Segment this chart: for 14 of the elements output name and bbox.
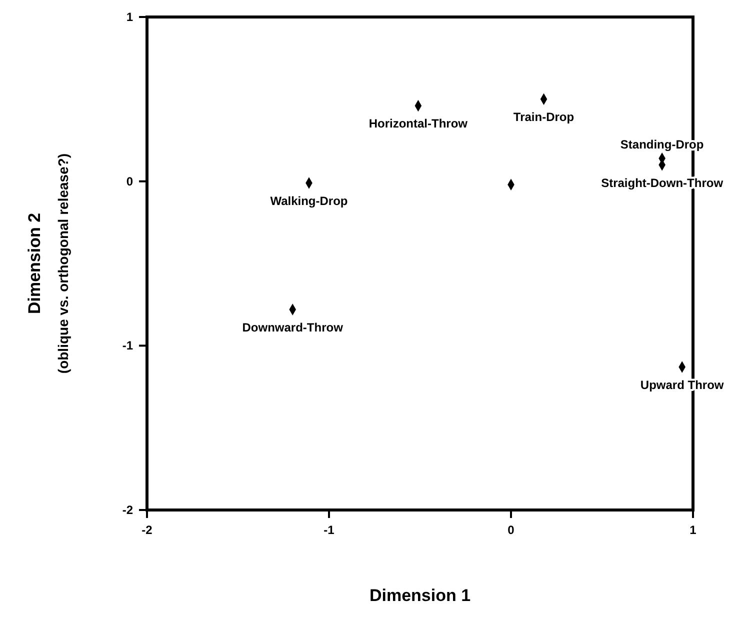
y-tick-label: -2: [122, 503, 134, 517]
annotation: Downward-Throw: [242, 320, 344, 335]
y-tick-label: 1: [126, 10, 134, 24]
annotation: Walking-Drop: [270, 194, 348, 208]
x-tick-label: 1: [690, 523, 697, 537]
annotation: Horizontal-Throw: [368, 116, 468, 131]
annotation: Train-Drop: [513, 110, 574, 124]
y-tick-label: -1: [122, 338, 134, 353]
y-tick-label: 0: [126, 174, 134, 188]
x-tick-label: 0: [508, 523, 515, 537]
x-axis-title: Dimension 1: [369, 586, 471, 605]
x-tick-label: -2: [142, 523, 153, 537]
y-axis-title: Dimension 2 (oblique vs. orthogonal release?): [25, 153, 71, 374]
x-tick-label: -1: [324, 523, 335, 537]
